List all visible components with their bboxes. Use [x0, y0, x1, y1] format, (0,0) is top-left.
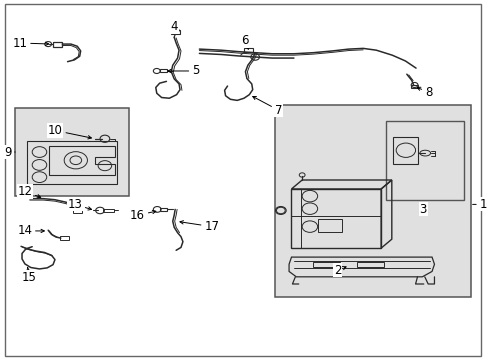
- Text: 3: 3: [419, 203, 426, 216]
- Text: 5: 5: [167, 64, 199, 77]
- Bar: [313, 262, 339, 267]
- Text: 14: 14: [17, 224, 44, 238]
- Bar: [160, 69, 166, 72]
- Text: 10: 10: [48, 124, 91, 139]
- Bar: [385, 121, 463, 200]
- Bar: [171, 31, 180, 35]
- Bar: [73, 210, 82, 213]
- Bar: [244, 48, 253, 52]
- Text: 15: 15: [21, 267, 36, 284]
- Bar: [392, 137, 418, 164]
- Bar: [274, 105, 470, 297]
- Bar: [410, 85, 418, 88]
- Text: 11: 11: [12, 36, 49, 50]
- Bar: [356, 262, 383, 267]
- Text: 16: 16: [130, 209, 156, 222]
- Text: 9: 9: [4, 145, 15, 158]
- Bar: [15, 108, 129, 196]
- Text: 1: 1: [472, 198, 486, 211]
- Text: 17: 17: [180, 220, 219, 233]
- Bar: [160, 208, 167, 211]
- Text: 8: 8: [416, 86, 431, 99]
- Bar: [318, 220, 342, 232]
- Text: 7: 7: [252, 96, 282, 117]
- Text: 4: 4: [170, 20, 178, 33]
- Bar: [103, 209, 114, 212]
- Text: 12: 12: [17, 185, 41, 198]
- Bar: [52, 41, 62, 46]
- Text: 2: 2: [333, 264, 346, 277]
- Text: 13: 13: [67, 198, 91, 211]
- Text: 6: 6: [240, 34, 248, 49]
- Bar: [60, 236, 68, 239]
